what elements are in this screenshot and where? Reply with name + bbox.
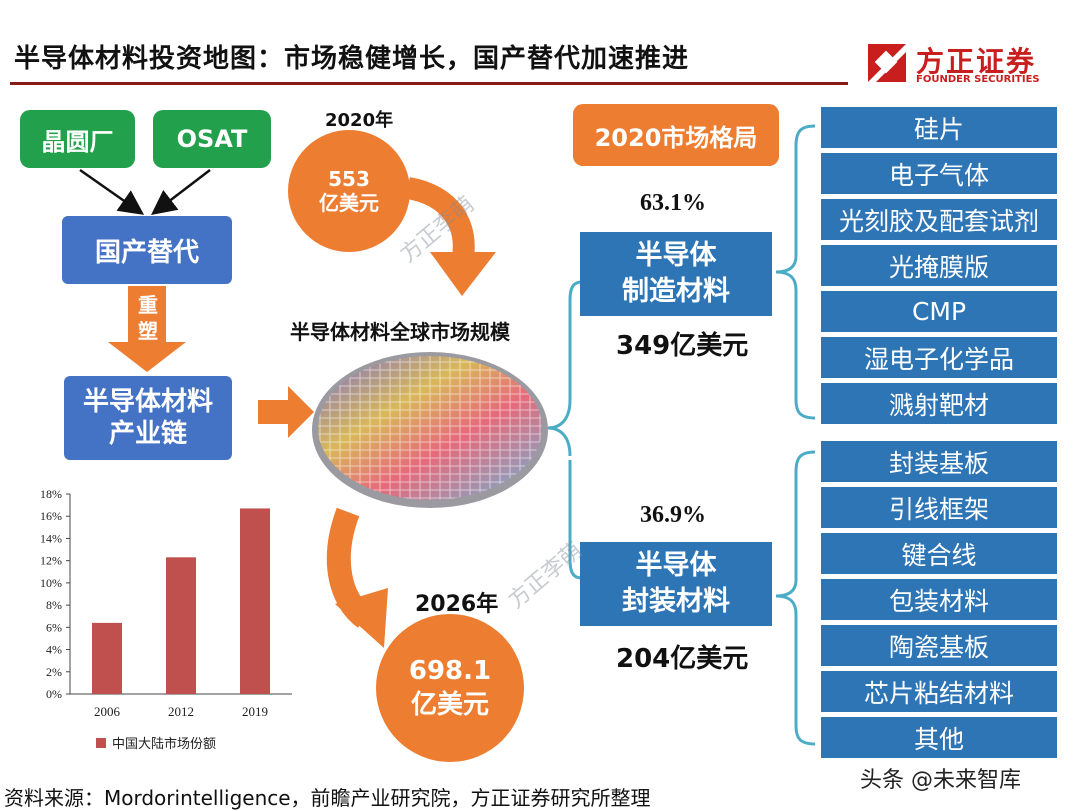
manufacturing-item: 光刻胶及配套试剂: [820, 198, 1058, 241]
y-tick-label: 2%: [46, 665, 62, 679]
logo-text-cn: 方正证券: [916, 45, 1037, 78]
market-2020-value: 553: [328, 167, 370, 191]
company-logo: 方正证券 FOUNDER SECURITIES: [866, 40, 1056, 94]
y-tick-label: 0%: [46, 687, 62, 701]
chart-bars: [92, 508, 270, 694]
packaging-line2: 封装材料: [622, 586, 730, 617]
page-title: 半导体材料投资地图：市场稳健增长，国产替代加速推进: [14, 44, 690, 74]
y-tick-label: 14%: [40, 531, 62, 545]
manufacturing-materials-box: 半导体 制造材料: [580, 232, 772, 316]
bar: [92, 622, 122, 694]
packaging-materials-box: 半导体 封装材料: [580, 542, 772, 626]
packaging-item: 键合线: [820, 532, 1058, 575]
legend-label: 中国大陆市场份额: [112, 736, 216, 752]
material-chain-box: 半导体材料 产业链: [64, 376, 232, 460]
market-2026-unit: 亿美元: [410, 690, 489, 720]
y-tick-label: 16%: [40, 509, 62, 523]
manufacturing-item: 溅射靶材: [820, 382, 1058, 425]
structure-bracket: [547, 280, 583, 580]
packaging-line1: 半导体: [635, 550, 717, 581]
founder-logo-icon: [868, 44, 906, 82]
manufacturing-item: 光掩膜版: [820, 244, 1058, 287]
packaging-item: 其他: [820, 716, 1058, 759]
x-tick-label: 2006: [94, 704, 121, 719]
wafer-fab-box: 晶圆厂: [20, 110, 135, 168]
source-note: 资料来源：Mordorintelligence，前瞻产业研究院，方正证券研究所整…: [4, 786, 651, 810]
market-2020-circle: 553 亿美元: [288, 130, 410, 252]
material-chain-line1: 半导体材料: [82, 387, 213, 417]
reshape-char-2: 塑: [138, 319, 158, 343]
packaging-item: 芯片粘结材料: [820, 670, 1058, 713]
manufacturing-item: 硅片: [820, 106, 1058, 149]
packaging-item: 引线框架: [820, 486, 1058, 529]
manufacturing-item: 湿电子化学品: [820, 336, 1058, 379]
packaging-value: 204亿美元: [616, 644, 749, 674]
global-market-label: 半导体材料全球市场规模: [290, 320, 510, 344]
market-2026-value: 698.1: [408, 656, 492, 686]
manufacturing-line1: 半导体: [635, 240, 717, 271]
china-share-chart: 0% 2% 4% 6% 8% 10% 12% 14% 16% 18% 2006 2012 2019 中国…: [40, 487, 292, 752]
packaging-share: 36.9%: [640, 502, 706, 528]
market-2026-circle: 698.1 亿美元: [376, 614, 524, 762]
packaging-item: 包装材料: [820, 578, 1058, 621]
legend-swatch: [96, 738, 106, 748]
chain-to-wafer-arrow-icon: [258, 386, 314, 438]
arrow-wafer-to-domestic: [79, 168, 145, 215]
domestic-substitution-box: 国产替代: [62, 216, 232, 284]
x-tick-label: 2019: [242, 704, 268, 719]
y-tick-label: 10%: [40, 576, 62, 590]
y-tick-label: 12%: [40, 554, 62, 568]
bar: [240, 508, 270, 694]
x-tick-label: 2012: [168, 704, 194, 719]
manufacturing-item: 电子气体: [820, 152, 1058, 195]
packaging-item: 封装基板: [820, 440, 1058, 483]
manufacturing-bracket: [775, 124, 816, 420]
market-structure-header: 2020市场格局: [573, 104, 779, 166]
manufacturing-share: 63.1%: [640, 190, 706, 216]
year-2020-label: 2020年: [325, 110, 394, 131]
y-tick-label: 18%: [40, 487, 62, 501]
arrow-osat-to-domestic: [151, 169, 211, 216]
year-2026-label: 2026年: [415, 592, 499, 617]
wafer-image: [312, 352, 548, 508]
manufacturing-value: 349亿美元: [616, 331, 749, 361]
bar: [166, 557, 196, 694]
reshape-arrow-icon: [108, 286, 186, 372]
market-2020-unit: 亿美元: [319, 191, 379, 215]
manufacturing-line2: 制造材料: [622, 276, 730, 307]
packaging-item: 陶瓷基板: [820, 624, 1058, 667]
y-tick-label: 6%: [46, 620, 62, 634]
credit-watermark: 头条 @未来智库: [860, 768, 1021, 793]
packaging-bracket: [775, 450, 816, 746]
y-tick-label: 8%: [46, 598, 62, 612]
reshape-char-1: 重: [138, 293, 158, 317]
logo-text-en: FOUNDER SECURITIES: [916, 74, 1040, 85]
arrow-2020-to-wafer-icon: [405, 177, 475, 265]
reshape-label: 重 塑: [135, 292, 161, 344]
manufacturing-item: CMP: [820, 290, 1058, 333]
osat-box: OSAT: [153, 110, 271, 168]
material-chain-line2: 产业链: [108, 419, 187, 449]
y-tick-label: 4%: [46, 643, 62, 657]
title-divider: [10, 82, 848, 85]
chart-legend: 中国大陆市场份额: [96, 736, 216, 752]
